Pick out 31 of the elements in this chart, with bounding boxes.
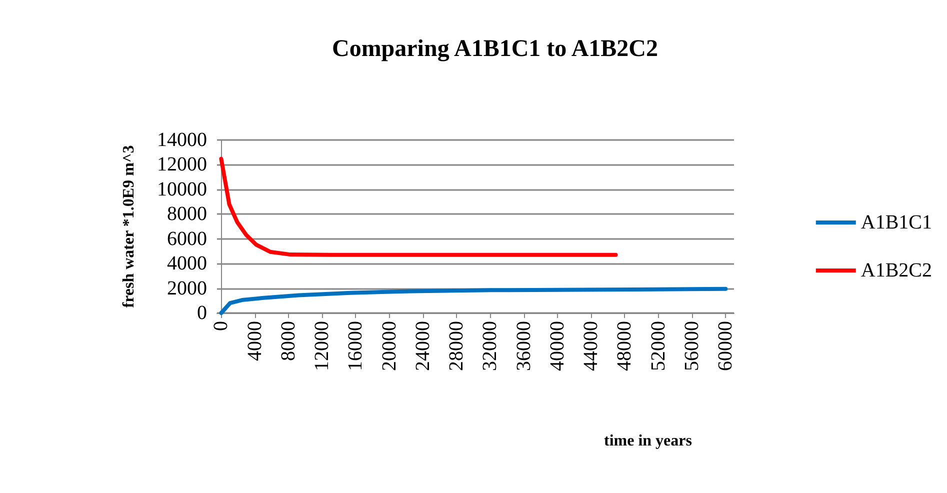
- x-tick-label: 20000: [378, 321, 400, 371]
- x-tick-label: 48000: [614, 321, 636, 371]
- x-tick-label: 60000: [714, 321, 737, 371]
- x-tick-label: 12000: [311, 321, 334, 371]
- y-tick-label: 4000: [167, 252, 207, 275]
- x-tick-label: 8000: [277, 321, 300, 361]
- x-tick-label: 24000: [412, 321, 434, 371]
- line-series: [219, 156, 618, 257]
- x-tick-label: 56000: [680, 321, 703, 371]
- y-tick-label: 10000: [157, 178, 207, 200]
- x-tick-label: 52000: [647, 321, 670, 371]
- x-tick-label: 32000: [479, 321, 502, 371]
- y-axis-title: fresh water *1.0E9 m^3: [120, 145, 138, 308]
- x-axis-title: time in years: [604, 432, 692, 450]
- y-tick-label: 2000: [167, 277, 207, 300]
- y-tick-label: 6000: [167, 228, 207, 250]
- y-tick-label: 8000: [167, 203, 207, 226]
- y-tick-label: 14000: [157, 129, 207, 151]
- y-tick-label: 12000: [157, 154, 207, 176]
- chart-title: Comparing A1B1C1 to A1B2C2: [332, 36, 658, 62]
- x-tick-label: 36000: [512, 321, 535, 371]
- x-tick-label: 44000: [580, 321, 602, 371]
- x-tick-label: 0: [210, 321, 232, 331]
- x-tick-label: 16000: [344, 321, 367, 371]
- x-tick-label: 4000: [244, 321, 266, 361]
- x-tick-label: 40000: [546, 321, 568, 371]
- y-tick-label: 0: [197, 302, 207, 324]
- x-tick-label: 28000: [446, 321, 468, 371]
- legend-label: A1B1C1: [860, 212, 932, 234]
- line-series: [219, 286, 728, 315]
- legend-label: A1B2C2: [860, 260, 932, 282]
